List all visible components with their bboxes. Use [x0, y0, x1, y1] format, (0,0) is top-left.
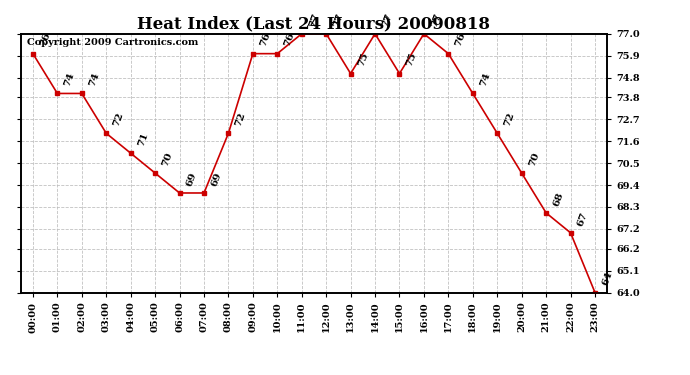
- Text: 76: 76: [39, 32, 52, 48]
- Text: 64: 64: [600, 270, 614, 287]
- Text: 76: 76: [283, 32, 296, 48]
- Text: 75: 75: [405, 51, 418, 68]
- Text: 72: 72: [234, 111, 248, 128]
- Text: 70: 70: [161, 151, 174, 168]
- Text: 68: 68: [552, 191, 565, 207]
- Text: 72: 72: [503, 111, 516, 128]
- Text: 70: 70: [527, 151, 541, 168]
- Text: 76: 76: [454, 32, 467, 48]
- Text: 75: 75: [356, 51, 370, 68]
- Text: 76: 76: [259, 32, 272, 48]
- Text: 67: 67: [576, 210, 589, 227]
- Text: 77: 77: [429, 12, 443, 28]
- Text: 69: 69: [210, 171, 223, 188]
- Text: 77: 77: [332, 12, 345, 28]
- Text: 77: 77: [307, 12, 321, 28]
- Text: Copyright 2009 Cartronics.com: Copyright 2009 Cartronics.com: [26, 38, 198, 46]
- Text: 71: 71: [136, 131, 150, 148]
- Text: 69: 69: [185, 171, 199, 188]
- Title: Heat Index (Last 24 Hours) 20090818: Heat Index (Last 24 Hours) 20090818: [137, 15, 491, 32]
- Text: 74: 74: [88, 71, 101, 88]
- Text: 72: 72: [112, 111, 125, 128]
- Text: 74: 74: [63, 71, 77, 88]
- Text: 77: 77: [381, 12, 394, 28]
- Text: 74: 74: [478, 71, 492, 88]
